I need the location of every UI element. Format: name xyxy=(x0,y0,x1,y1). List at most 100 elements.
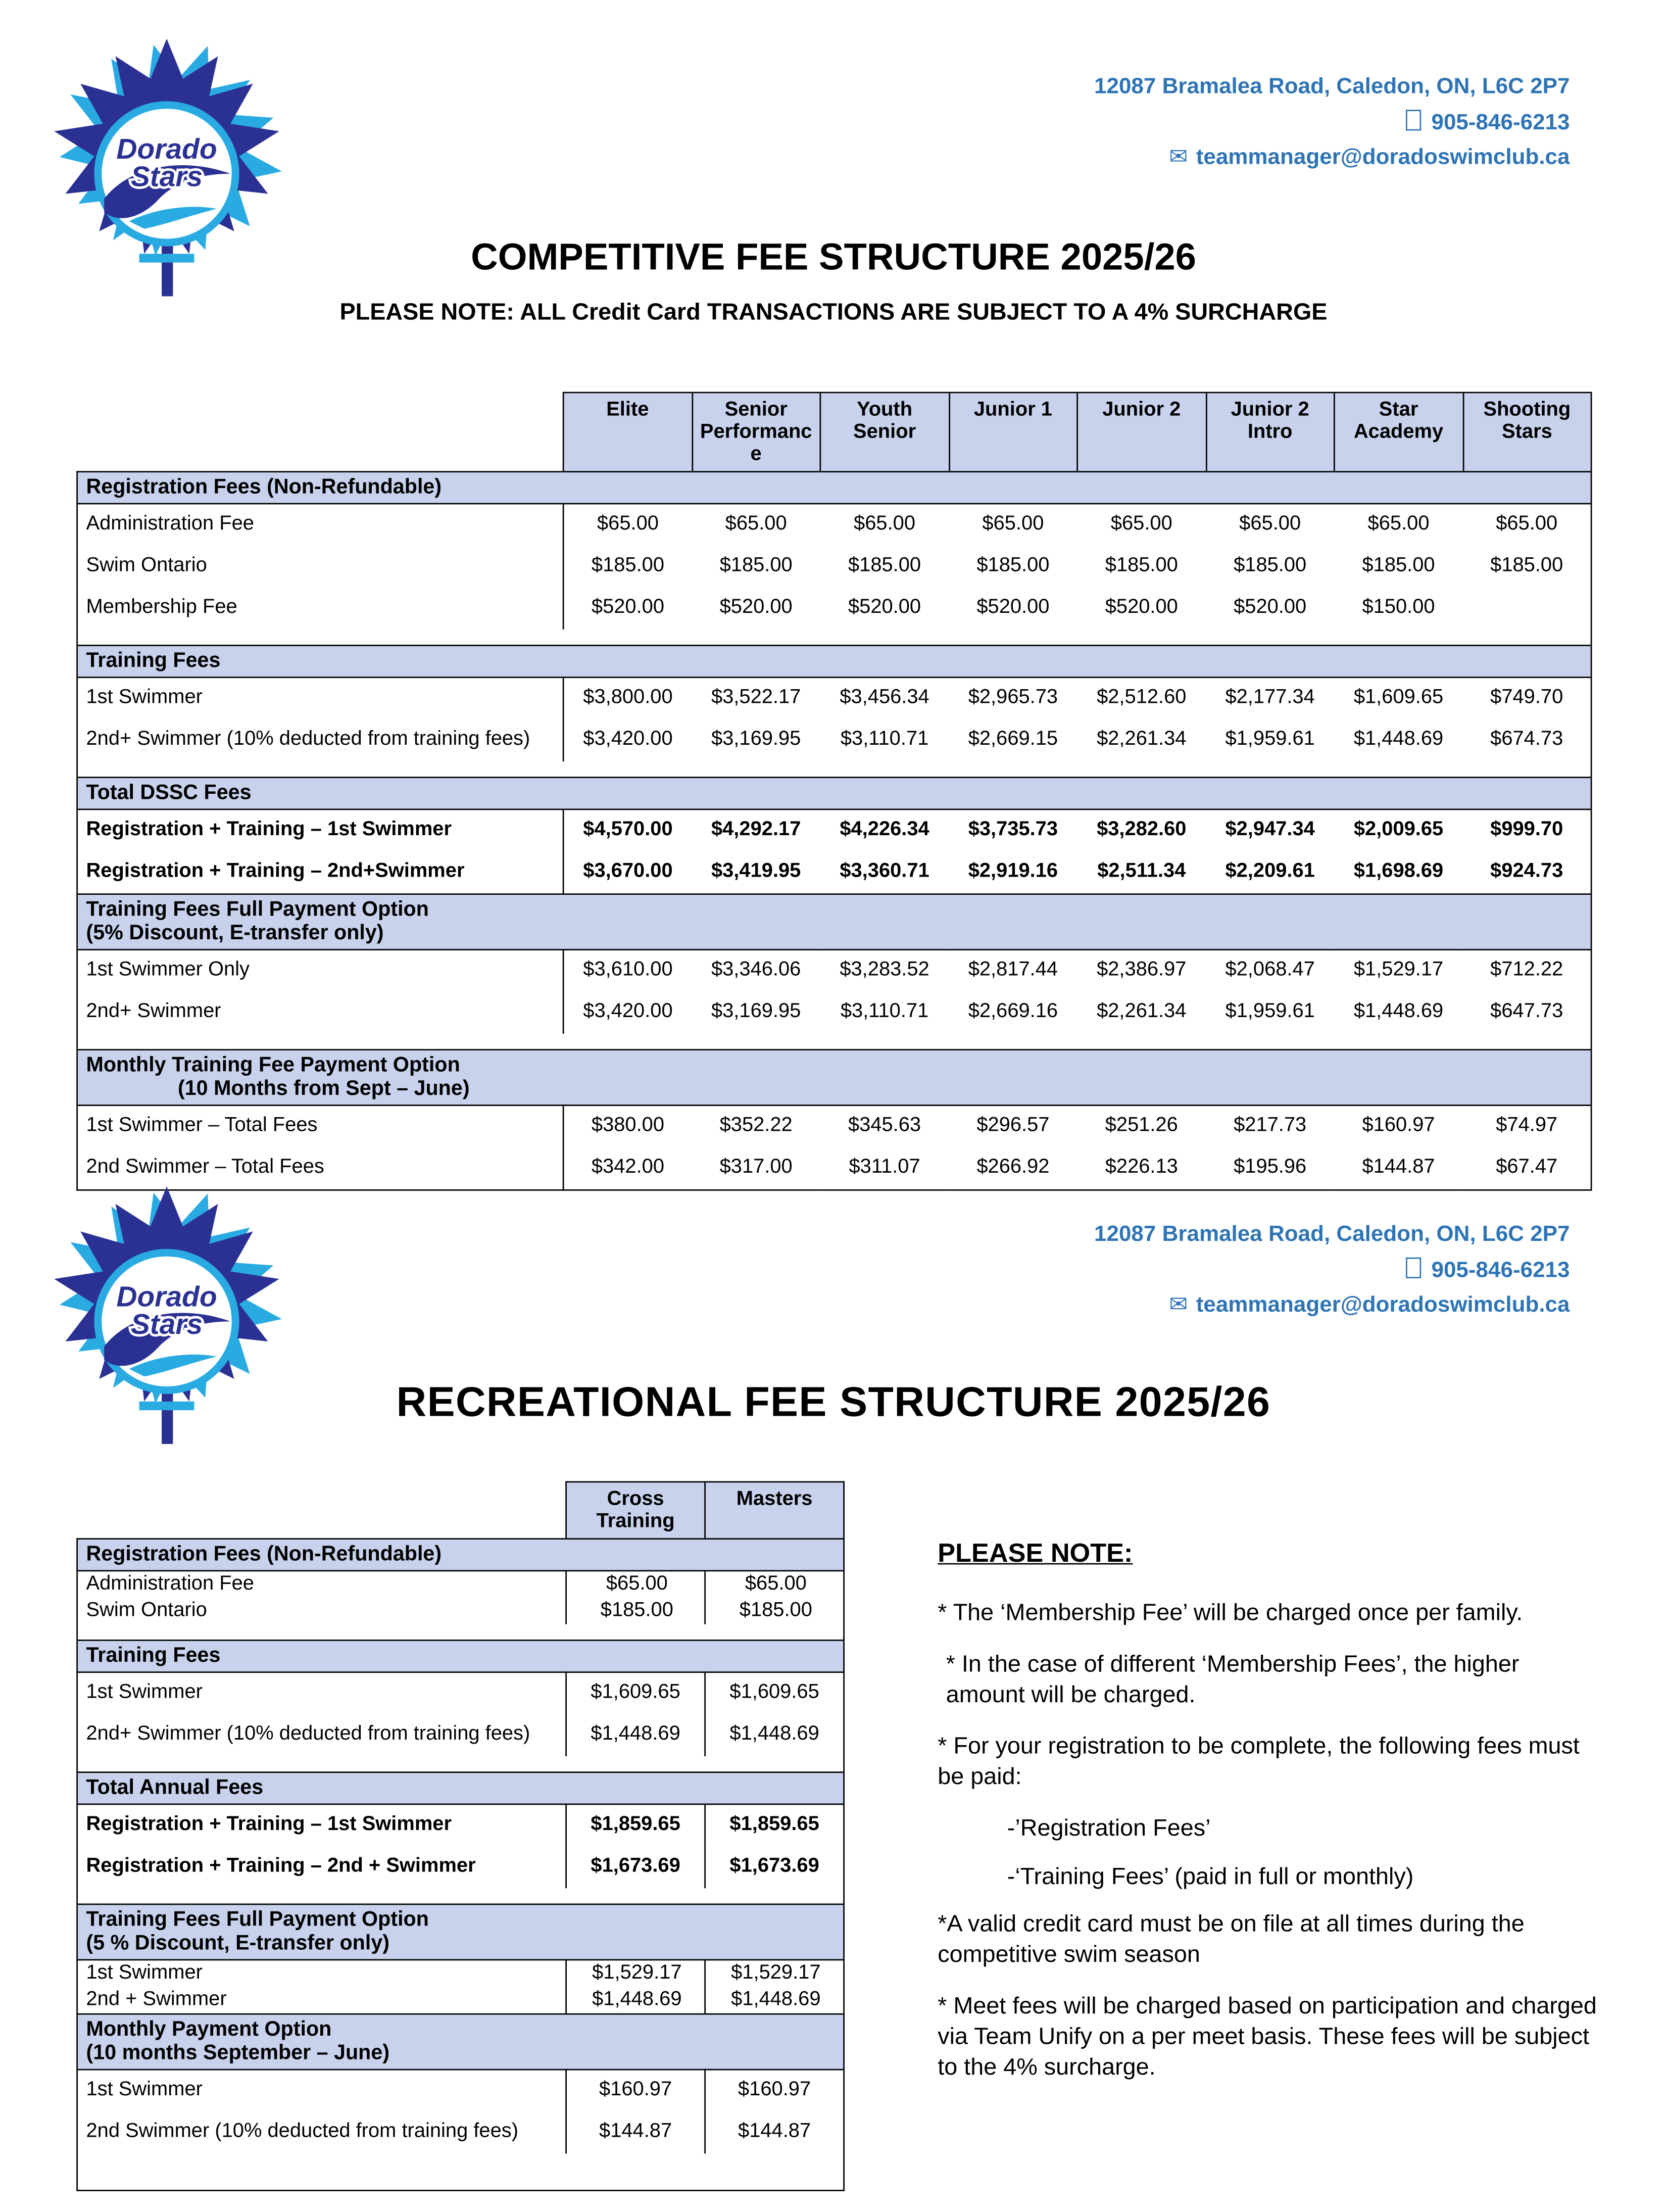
fee-row: Registration + Training – 2nd+Swimmer $3,… xyxy=(76,851,1592,894)
fee-value: $296.57 xyxy=(976,1114,1050,1137)
fee-row-label: 1st Swimmer xyxy=(76,1672,567,1715)
fee-value: $185.00 xyxy=(591,554,665,577)
fee-row: 2nd+ Swimmer (10% deducted from training… xyxy=(76,1714,845,1756)
section-header-row: Monthly Training Fee Payment Option (10 M… xyxy=(76,1049,1592,1106)
fee-value: $1,529.17 xyxy=(1353,958,1444,981)
fee-value: $1,698.69 xyxy=(1353,860,1444,883)
note-item: * For your registration to be complete, … xyxy=(938,1733,1580,1791)
contact-phone: 905-846-6213 xyxy=(1431,1258,1570,1282)
spacer xyxy=(76,1034,1592,1050)
fee-value: $185.00 xyxy=(848,554,921,577)
please-note-panel: PLEASE NOTE: * The ‘Membership Fee’ will… xyxy=(938,1540,1602,2104)
fee-value: $3,110.71 xyxy=(840,728,929,750)
fee-row: 1st Swimmer Only $3,610.00 $3,346.06 $3,283… xyxy=(76,949,1592,992)
column-header-row: Cross Training Masters xyxy=(77,1481,845,1540)
fee-row-label: Registration + Training – 2nd+Swimmer xyxy=(76,851,564,894)
contact-phone: 905-846-6213 xyxy=(1431,110,1570,134)
fee-value: $2,009.65 xyxy=(1353,818,1444,841)
fee-value: $1,448.69 xyxy=(705,1987,845,2014)
fee-row-label: 1st Swimmer xyxy=(76,1959,567,1987)
fee-value: $1,448.69 xyxy=(1353,728,1444,750)
recreational-fee-table: Cross Training Masters Registration Fees … xyxy=(76,1481,845,2191)
fee-value: $185.00 xyxy=(1234,554,1307,577)
fee-value: $3,360.71 xyxy=(840,860,929,883)
fee-value: $2,947.34 xyxy=(1225,818,1315,841)
fee-row-label: 2nd + Swimmer xyxy=(76,1987,567,2014)
notes-list: * The ‘Membership Fee’ will be charged o… xyxy=(938,1598,1602,2083)
fee-value: $999.70 xyxy=(1462,809,1592,852)
fee-value: $65.00 xyxy=(705,1570,845,1598)
section-title-text: Total Annual Fees xyxy=(86,1775,264,1800)
contact-block: 12087 Bramalea Road, Caledon, ON, L6C 2P… xyxy=(1094,70,1570,176)
fee-value: $1,609.65 xyxy=(566,1672,706,1715)
fee-value: $520.00 xyxy=(976,596,1050,618)
fee-value: $2,919.16 xyxy=(968,860,1058,883)
column-header: Elite xyxy=(562,392,693,472)
fee-value: $3,420.00 xyxy=(583,728,673,750)
column-header: Junior 2 xyxy=(1076,392,1207,472)
fee-value: $3,169.95 xyxy=(711,728,801,750)
fee-value: $1,529.17 xyxy=(566,1959,706,1987)
recreational-title: RECREATIONAL FEE STRUCTURE 2025/26 xyxy=(396,1379,1271,1426)
fee-value: $1,448.69 xyxy=(566,1714,706,1756)
column-header: Youth Senior xyxy=(819,392,950,472)
fee-value: $185.00 xyxy=(705,1598,845,1624)
section-title-text: Registration Fees (Non-Refundable) xyxy=(86,1542,442,1566)
corner-cell xyxy=(77,1482,566,1539)
fee-row: 1st Swimmer $1,609.65 $1,609.65 xyxy=(76,1672,845,1715)
fee-value: $3,420.00 xyxy=(583,1000,673,1023)
section-title: Monthly Training Fee Payment Option (10 M… xyxy=(76,1049,1592,1106)
note-item: -’Registration Fees’ xyxy=(1007,1815,1211,1842)
column-header: Shooting Stars xyxy=(1462,392,1592,472)
section-title-text: Monthly Payment Option xyxy=(86,2017,332,2041)
fee-value: $2,669.15 xyxy=(968,728,1058,750)
fee-value: $251.26 xyxy=(1105,1114,1178,1137)
column-header-row: Elite Senior Performance Youth Senior Junio… xyxy=(77,392,1592,472)
fee-value: $345.63 xyxy=(848,1114,921,1137)
fee-value xyxy=(1462,588,1592,630)
spacer xyxy=(76,2153,845,2191)
contact-email: teammanager@doradoswimclub.ca xyxy=(1196,146,1570,170)
fee-row-label: 1st Swimmer – Total Fees xyxy=(76,1105,564,1148)
phone-icon xyxy=(1406,1257,1422,1278)
section-header-row: Training Fees Full Payment Option (5 % Di… xyxy=(76,1903,845,1961)
competitive-table-header: Elite Senior Performance Youth Senior Junio… xyxy=(77,392,1592,472)
contact-email-line: ✉ teammanager@doradoswimclub.ca xyxy=(1094,1288,1570,1324)
fee-row: 1st Swimmer $1,529.17 $1,529.17 xyxy=(76,1959,845,1987)
fee-value: $1,448.69 xyxy=(566,1987,706,2014)
fee-value: $3,456.34 xyxy=(840,686,929,709)
fee-row: Swim Ontario $185.00 $185.00 $185.00 $185.00… xyxy=(76,546,1592,588)
contact-phone-line: 905-846-6213 xyxy=(1094,105,1570,140)
section-title-text: Training Fees xyxy=(86,649,221,672)
section-title: Registration Fees (Non-Refundable) xyxy=(76,1538,845,1572)
fee-row: 1st Swimmer $160.97 $160.97 xyxy=(76,2070,845,2112)
note-item: * In the case of different ‘Membership F… xyxy=(946,1651,1519,1708)
fee-value: $520.00 xyxy=(848,596,921,618)
recreational-table-header: Cross Training Masters xyxy=(77,1481,845,1540)
fee-value: $3,282.60 xyxy=(1097,818,1187,841)
section-title-text: Training Fees xyxy=(86,1644,221,1667)
fee-row-label: 2nd Swimmer (10% deducted from training … xyxy=(76,2112,567,2154)
fee-value: $311.07 xyxy=(820,1147,949,1191)
fee-row: 2nd + Swimmer $1,448.69 $1,448.69 xyxy=(76,1987,845,2014)
phone-icon xyxy=(1406,109,1422,130)
fee-value: $65.00 xyxy=(597,512,659,535)
contact-email-line: ✉ teammanager@doradoswimclub.ca xyxy=(1094,140,1570,176)
fee-value: $185.00 xyxy=(1462,546,1592,588)
section-title: Registration Fees (Non-Refundable) xyxy=(76,471,1592,505)
fee-value: $3,522.17 xyxy=(711,686,801,709)
column-header: Masters xyxy=(704,1481,845,1540)
surcharge-notice: PLEASE NOTE: ALL Credit Card TRANSACTION… xyxy=(339,299,1328,325)
fee-value: $144.87 xyxy=(566,2112,706,2154)
fee-row: Registration + Training – 2nd + Swimmer $… xyxy=(76,1846,845,1889)
fee-row: Administration Fee $65.00 $65.00 $65.00 $65.… xyxy=(76,503,1592,546)
fee-value: $3,169.95 xyxy=(711,1000,801,1023)
fee-value: $160.97 xyxy=(705,2070,845,2112)
contact-phone-line: 905-846-6213 xyxy=(1094,1253,1570,1288)
section-title-text: Training Fees Full Payment Option xyxy=(86,1907,429,1932)
note-item: * The ‘Membership Fee’ will be charged o… xyxy=(938,1599,1523,1626)
fee-value: $195.96 xyxy=(1206,1147,1335,1191)
contact-address: 12087 Bramalea Road, Caledon, ON, L6C 2P… xyxy=(1094,1223,1570,1246)
fee-value: $2,386.97 xyxy=(1097,958,1187,981)
